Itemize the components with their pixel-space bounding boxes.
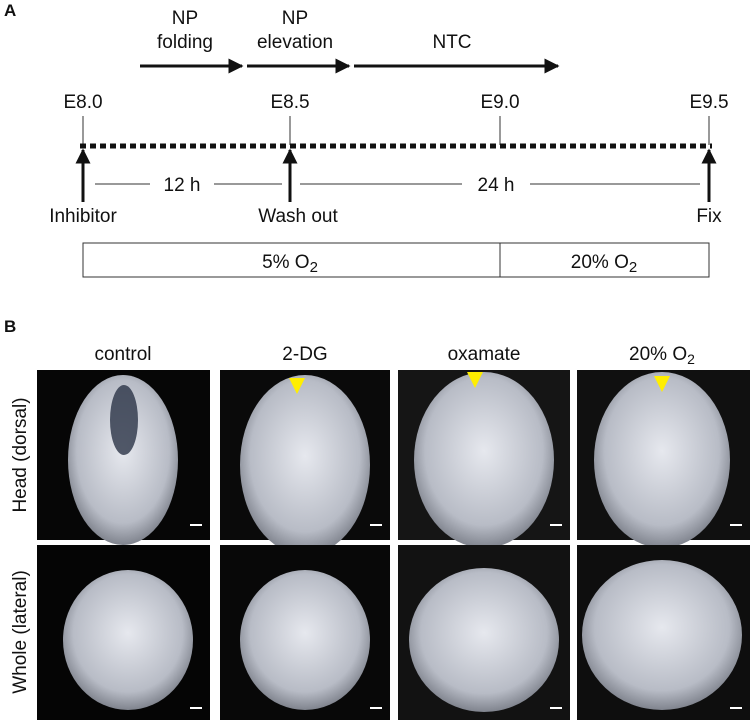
- stage-label: folding: [157, 32, 213, 53]
- images: [37, 370, 750, 720]
- column-header: oxamate: [448, 344, 521, 365]
- time-point: E8.5: [270, 92, 309, 113]
- time-point: E9.5: [689, 92, 728, 113]
- panel-label: B: [4, 317, 16, 336]
- column-header: 2-DG: [282, 344, 327, 365]
- column-header: control: [94, 344, 151, 365]
- row-label: Whole (lateral): [10, 570, 31, 694]
- event-label: Inhibitor: [49, 206, 117, 227]
- column-header: 20% O2: [629, 344, 695, 367]
- stage-label: NTC: [432, 32, 471, 53]
- time-point: E8.0: [63, 92, 102, 113]
- oxygen-box: [82, 242, 710, 278]
- interval-label: 24 h: [478, 175, 515, 196]
- stage-label: elevation: [257, 32, 333, 53]
- event-label: Fix: [696, 206, 722, 227]
- time-ticks: [82, 116, 710, 145]
- event-label: Wash out: [258, 206, 338, 227]
- row-label: Head (dorsal): [10, 397, 31, 512]
- stage-label: NP: [282, 8, 308, 29]
- oxygen-label: 5% O2: [262, 252, 318, 276]
- time-point: E9.0: [480, 92, 519, 113]
- oxygen-label: 20% O2: [571, 252, 637, 276]
- event-arrows: [75, 148, 717, 202]
- panel-label: A: [4, 1, 16, 20]
- stage-label: NP: [172, 8, 198, 29]
- interval-label: 12 h: [164, 175, 201, 196]
